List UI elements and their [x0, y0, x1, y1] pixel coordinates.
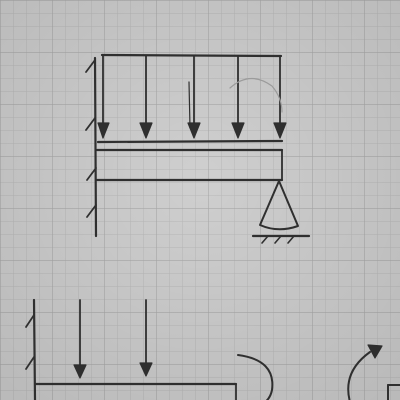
beam-icon — [95, 139, 284, 182]
distributed-load-top-line — [100, 53, 283, 58]
load-arrow-icon — [73, 299, 87, 379]
distributed-load-arrows — [97, 55, 287, 139]
beam-icon — [33, 382, 238, 400]
top-diagram — [85, 53, 311, 244]
load-arrow-icon — [273, 55, 287, 139]
load-arrow-icon — [187, 55, 201, 139]
fixed-wall-icon — [85, 56, 98, 238]
moment-arc-arrow-icon — [347, 344, 383, 400]
erased-arc-mark — [229, 77, 283, 113]
load-arrow-icon — [139, 55, 153, 139]
load-arrow-icon — [139, 299, 153, 377]
load-arrow-icon — [231, 55, 245, 139]
beam-icon — [387, 384, 400, 400]
moment-arc-icon — [237, 354, 274, 400]
ground-icon — [251, 234, 311, 244]
bottom-diagram — [25, 298, 400, 400]
load-arrow-icon — [97, 55, 110, 139]
pin-support-icon — [259, 180, 299, 231]
